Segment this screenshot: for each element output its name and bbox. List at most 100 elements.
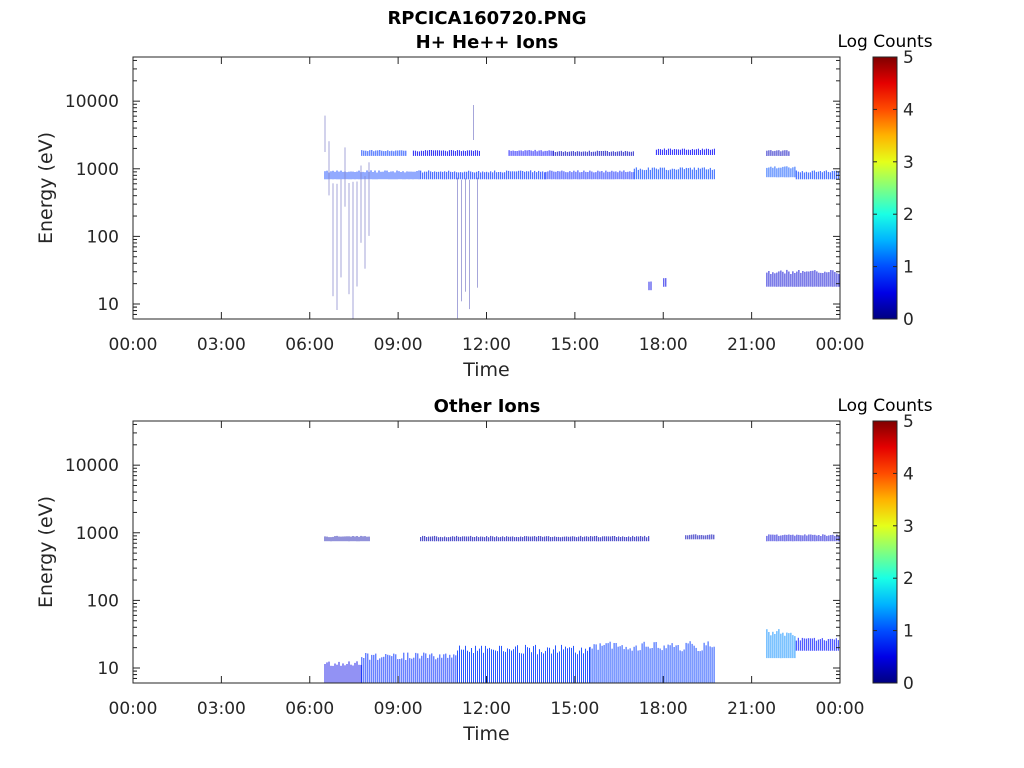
data-cell <box>364 172 366 180</box>
data-cell <box>366 170 368 180</box>
data-cell <box>399 150 401 156</box>
data-cell <box>378 170 380 180</box>
data-cell <box>336 183 338 310</box>
data-cell <box>503 651 504 683</box>
data-cell <box>580 535 582 542</box>
data-cell <box>478 537 480 542</box>
data-cell <box>599 171 601 180</box>
data-cell <box>820 272 822 287</box>
data-cell <box>549 647 550 683</box>
data-cell <box>489 647 490 683</box>
data-cell <box>454 151 456 156</box>
data-cell <box>804 271 806 287</box>
data-cell <box>617 172 619 180</box>
data-cell <box>707 534 709 540</box>
data-cell <box>502 172 504 180</box>
data-cell <box>550 537 552 542</box>
data-cell <box>792 534 794 542</box>
data-cell <box>778 629 780 659</box>
data-cell <box>400 172 402 180</box>
data-cell <box>768 632 770 659</box>
data-cell <box>354 536 356 542</box>
data-cell <box>804 534 806 542</box>
data-cell <box>536 172 538 180</box>
data-cell <box>774 166 776 178</box>
data-cell <box>391 150 393 156</box>
data-cell <box>651 167 653 180</box>
data-cell <box>622 536 624 542</box>
data-cell <box>679 167 681 180</box>
data-cell <box>826 535 828 542</box>
data-cell <box>326 662 328 683</box>
data-cell <box>693 167 695 180</box>
data-cell <box>818 272 820 287</box>
data-cell <box>776 168 778 178</box>
data-cell <box>598 151 600 156</box>
data-cell <box>609 171 611 180</box>
data-cell <box>368 171 370 180</box>
data-cell <box>514 171 516 180</box>
data-cell <box>426 537 428 542</box>
data-cell <box>382 171 384 180</box>
data-cell <box>691 149 693 155</box>
data-cell <box>669 645 671 683</box>
data-cell <box>494 537 496 542</box>
data-cell <box>352 171 354 180</box>
data-cell <box>573 645 574 683</box>
data-cell <box>561 644 562 683</box>
data-cell <box>437 657 439 683</box>
y-tick-label: 1000 <box>76 160 119 180</box>
data-cell <box>659 167 661 180</box>
y-axis-label: Energy (eV) <box>35 496 57 608</box>
data-cell <box>770 635 772 659</box>
data-cell <box>691 643 693 683</box>
data-cell <box>628 151 630 156</box>
data-cell <box>469 179 470 310</box>
data-cell <box>328 141 330 196</box>
data-cell <box>810 271 812 287</box>
data-cell <box>581 172 583 180</box>
data-cell <box>473 105 474 140</box>
data-cell <box>512 536 514 542</box>
data-cell <box>406 171 408 180</box>
data-cell <box>410 171 412 180</box>
data-cell <box>451 657 453 683</box>
data-cell <box>497 651 498 683</box>
data-cell <box>368 162 370 236</box>
data-cell <box>821 638 823 651</box>
data-cell <box>472 150 474 156</box>
data-cell <box>790 274 792 287</box>
data-cell <box>381 150 383 156</box>
data-cell <box>774 273 776 287</box>
data-cell <box>434 535 436 542</box>
data-cell <box>623 170 625 180</box>
data-cell <box>643 641 645 683</box>
data-cell <box>358 536 360 542</box>
data-cell <box>529 647 530 683</box>
data-cell <box>522 537 524 542</box>
colorbar-tick-label: 4 <box>903 100 914 120</box>
data-cell <box>431 653 433 683</box>
data-cell <box>808 271 810 287</box>
data-cell <box>509 649 510 683</box>
data-cell <box>622 151 624 156</box>
data-cell <box>827 171 829 180</box>
data-cell <box>466 150 468 156</box>
data-cell <box>517 645 518 683</box>
data-cell <box>550 150 552 156</box>
data-cell <box>397 659 399 683</box>
data-cell <box>375 653 377 683</box>
panel1-title: H+ He++ Ions <box>416 32 559 53</box>
data-cell <box>633 168 635 180</box>
data-cell <box>472 172 474 180</box>
data-cell <box>360 535 362 542</box>
data-cell <box>506 536 508 542</box>
data-cell <box>780 270 782 287</box>
data-cell <box>588 150 590 156</box>
data-cell <box>685 149 687 155</box>
data-cell <box>606 536 608 542</box>
data-cell <box>685 642 687 683</box>
data-cell <box>612 536 614 542</box>
data-cell <box>605 643 607 683</box>
data-cell <box>566 536 568 542</box>
